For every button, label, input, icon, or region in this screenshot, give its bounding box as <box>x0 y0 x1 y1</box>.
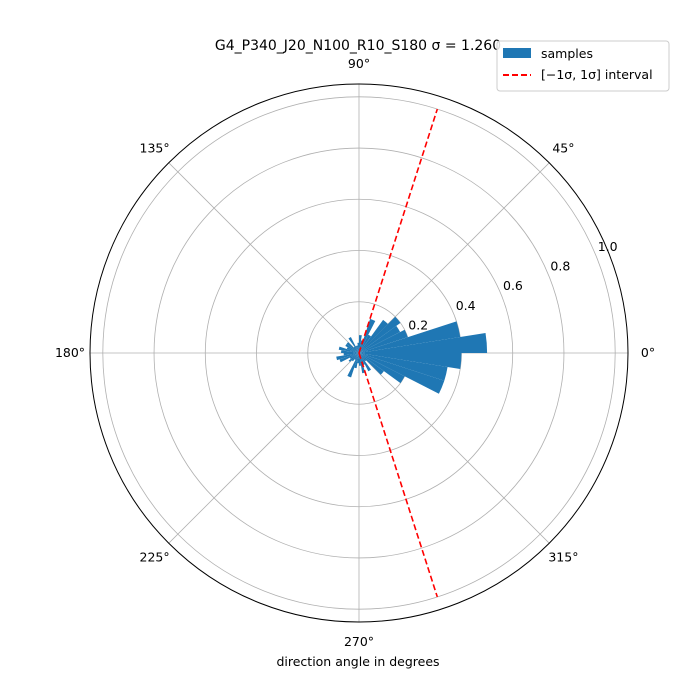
r-tick-label: 0.6 <box>503 278 523 293</box>
histogram-bar <box>354 353 359 369</box>
r-tick-label: 0.4 <box>456 298 476 313</box>
histogram-bar <box>359 332 488 353</box>
histogram-bar <box>341 350 359 353</box>
histogram-bar <box>357 342 359 353</box>
legend-box <box>496 40 670 92</box>
histogram-bar <box>339 353 359 363</box>
histogram-bar <box>359 353 462 370</box>
r-tick-label: 0.8 <box>550 259 570 274</box>
histogram-bar <box>354 353 359 360</box>
legend-samples-label: samples <box>541 46 593 61</box>
polar-frame <box>89 83 629 623</box>
histogram-bar <box>355 345 359 353</box>
theta-tick-label: 0° <box>641 345 655 360</box>
histogram-bar <box>348 353 359 363</box>
histogram-bar <box>357 353 359 364</box>
histogram-bar <box>359 353 448 381</box>
theta-gridline <box>358 352 550 544</box>
x-axis-label: direction angle in degrees <box>276 654 439 669</box>
histogram-bar <box>356 345 359 353</box>
histogram-bar <box>359 325 401 353</box>
histogram-bar <box>359 329 408 353</box>
r-tick-label: 1.0 <box>598 239 618 254</box>
histogram-bar <box>359 353 372 372</box>
histogram-bar <box>346 347 359 353</box>
theta-tick-label: 225° <box>140 549 170 564</box>
histogram-bar <box>359 319 388 353</box>
histogram-bar <box>336 353 359 361</box>
theta-tick-label: 90° <box>348 56 370 71</box>
histogram-bar <box>359 316 401 353</box>
histogram-bar <box>347 353 359 378</box>
histogram-bar <box>349 353 359 360</box>
histogram-bar <box>353 346 359 353</box>
histogram-bar <box>359 353 405 384</box>
chart-title: G4_P340_J20_N100_R10_S180 σ = 1.260 <box>215 38 501 54</box>
theta-tick-label: 180° <box>55 345 85 360</box>
histogram-bar <box>348 337 359 353</box>
histogram-bar <box>359 353 445 394</box>
histogram-bar <box>359 353 384 375</box>
theta-gridline <box>168 162 360 354</box>
sigma-interval-line <box>358 108 439 354</box>
theta-tick-label: 45° <box>552 141 574 156</box>
histogram-bars <box>336 316 488 394</box>
theta-gridline <box>168 352 360 544</box>
histogram-bar <box>345 343 359 353</box>
legend: samples [−1σ, 1σ] interval <box>496 40 670 92</box>
r-tick-label: 0.2 <box>408 317 428 332</box>
legend-samples-swatch <box>503 48 531 58</box>
legend-interval-label: [−1σ, 1σ] interval <box>541 67 653 82</box>
sigma-interval-line <box>358 352 439 598</box>
histogram-bar <box>359 321 461 353</box>
theta-tick-label: 315° <box>548 549 578 564</box>
histogram-bar <box>359 318 376 353</box>
polar-grid <box>89 83 629 623</box>
histogram-bar <box>343 353 359 356</box>
histogram-bar <box>359 353 367 362</box>
histogram-bar <box>338 346 359 353</box>
tick-labels: 0° 45° 90° 135° 180° 225° 270° 315° 0.2 0.4 0.6 0.8… <box>55 56 655 649</box>
theta-tick-label: 270° <box>344 634 374 649</box>
histogram-bar <box>351 353 359 362</box>
sigma-interval-lines <box>358 108 439 598</box>
histogram-bar <box>359 334 372 353</box>
histogram-bar <box>346 342 359 353</box>
theta-tick-label: 135° <box>140 141 170 156</box>
